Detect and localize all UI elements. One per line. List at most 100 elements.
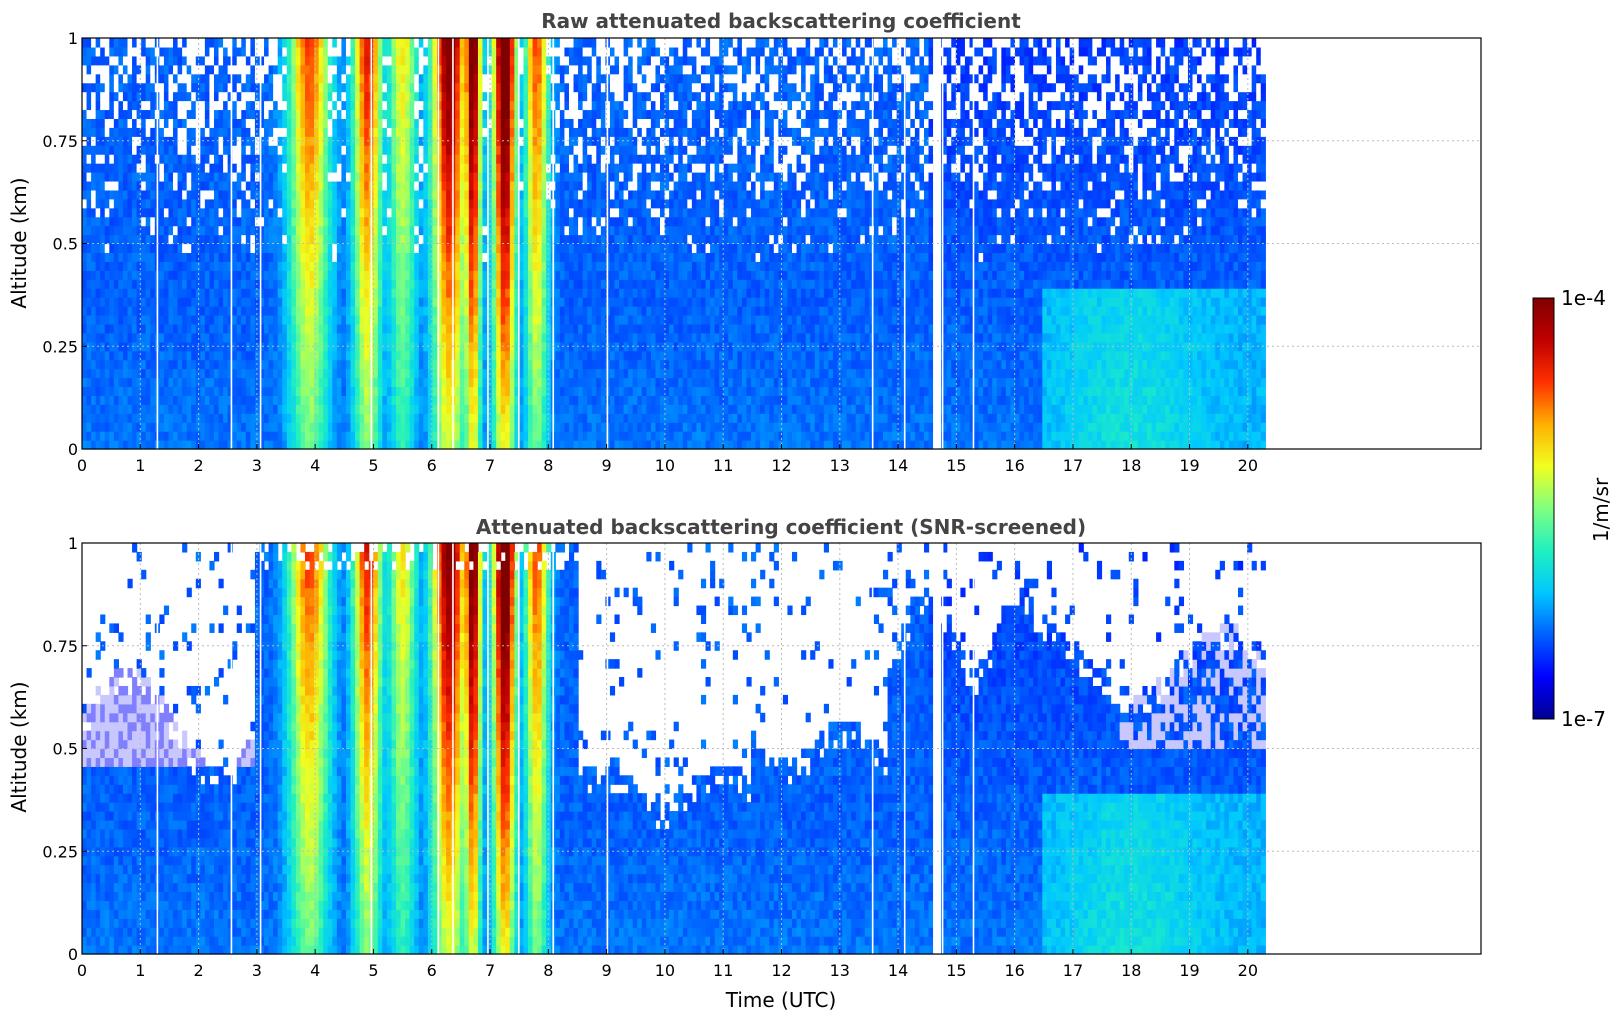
heatmap-cell <box>163 422 170 432</box>
heatmap-cell <box>537 306 543 316</box>
heatmap-cell <box>482 100 488 111</box>
heatmap-cell <box>505 261 511 271</box>
heatmap-cell <box>254 55 261 66</box>
heatmap-cell <box>136 216 142 227</box>
heatmap-cell <box>350 270 356 280</box>
heatmap-cell <box>405 314 411 325</box>
heatmap-cell <box>277 243 283 254</box>
heatmap-cell <box>282 404 288 414</box>
heatmap-cell <box>477 297 484 307</box>
heatmap-cell <box>505 225 511 236</box>
heatmap-cell <box>163 46 170 57</box>
heatmap-cell <box>273 172 279 182</box>
heatmap-cell <box>168 306 174 316</box>
heatmap-cell <box>132 91 138 102</box>
heatmap-cell <box>95 64 101 75</box>
heatmap-cell <box>505 440 511 450</box>
heatmap-cell <box>446 189 452 200</box>
heatmap-cell <box>318 189 324 200</box>
heatmap-cell <box>82 297 88 307</box>
heatmap-cell <box>305 252 311 262</box>
heatmap-cell <box>277 440 283 450</box>
heatmap-cell <box>509 172 515 182</box>
heatmap-cell <box>473 377 479 388</box>
heatmap-cell <box>500 252 506 262</box>
heatmap-cell <box>254 73 261 84</box>
heatmap-cell <box>177 261 183 271</box>
heatmap-cell <box>145 279 151 289</box>
heatmap-cell <box>350 386 356 396</box>
heatmap-cell <box>159 73 165 84</box>
heatmap-cell <box>200 154 206 164</box>
heatmap-cell <box>82 55 88 66</box>
heatmap-cell <box>409 306 415 316</box>
heatmap-cell <box>391 440 397 450</box>
heatmap-cell <box>127 64 133 75</box>
heatmap-cell <box>441 189 447 200</box>
heatmap-cell <box>173 64 179 75</box>
heatmap-cell <box>314 431 320 441</box>
heatmap-cell <box>273 306 279 316</box>
heatmap-cell <box>291 216 297 227</box>
heatmap-cell <box>295 225 302 236</box>
heatmap-cell <box>163 127 170 137</box>
heatmap-cell <box>223 82 229 93</box>
heatmap-cell <box>204 234 211 245</box>
heatmap-cell <box>327 359 333 370</box>
heatmap-cell <box>496 127 502 137</box>
heatmap-cell <box>91 377 97 388</box>
heatmap-cell <box>291 288 297 298</box>
heatmap-cell <box>414 216 420 227</box>
heatmap-cell <box>91 198 97 209</box>
heatmap-cell <box>487 350 493 361</box>
heatmap-cell <box>232 163 238 173</box>
heatmap-cell <box>109 207 115 218</box>
heatmap-cell <box>423 154 429 164</box>
heatmap-cell <box>300 279 306 289</box>
heatmap-cell <box>437 46 443 57</box>
heatmap-cell <box>314 288 320 298</box>
heatmap-cell <box>95 288 101 298</box>
heatmap-cell <box>95 38 101 48</box>
heatmap-cell <box>177 118 183 128</box>
heatmap-cell <box>568 314 575 325</box>
heatmap-cell <box>200 127 206 137</box>
heatmap-cell <box>409 288 415 298</box>
heatmap-cell <box>345 270 352 280</box>
heatmap-cell <box>382 368 388 379</box>
heatmap-cell <box>432 314 438 325</box>
heatmap-cell <box>259 323 265 334</box>
heatmap-cell <box>213 422 220 432</box>
heatmap-cell <box>382 350 388 361</box>
heatmap-cell <box>482 154 488 164</box>
heatmap-cell <box>482 422 488 432</box>
heatmap-cell <box>455 359 461 370</box>
heatmap-cell <box>113 279 120 289</box>
heatmap-cell <box>286 386 292 396</box>
heatmap-cell <box>136 55 142 66</box>
heatmap-cell <box>113 359 120 370</box>
heatmap-cell <box>223 323 229 334</box>
heatmap-cell <box>350 207 356 218</box>
heatmap-cell <box>345 216 352 227</box>
heatmap-cell <box>159 377 165 388</box>
heatmap-cell <box>382 377 388 388</box>
heatmap-cell <box>232 207 238 218</box>
heatmap-cell <box>568 252 575 262</box>
heatmap-cell <box>382 55 388 66</box>
heatmap-cell <box>541 46 547 57</box>
heatmap-cell <box>405 109 411 120</box>
heatmap-cell <box>241 323 247 334</box>
heatmap-cell <box>341 172 347 182</box>
heatmap-cell <box>414 55 420 66</box>
heatmap-cell <box>136 288 142 298</box>
heatmap-cell <box>496 100 502 111</box>
heatmap-cell <box>163 225 170 236</box>
heatmap-cell <box>141 288 147 298</box>
heatmap-cell <box>132 73 138 84</box>
heatmap-cell <box>423 234 429 245</box>
heatmap-cell <box>159 198 165 209</box>
heatmap-cell <box>482 332 488 343</box>
heatmap-cell <box>518 368 525 379</box>
heatmap-cell <box>427 270 434 280</box>
